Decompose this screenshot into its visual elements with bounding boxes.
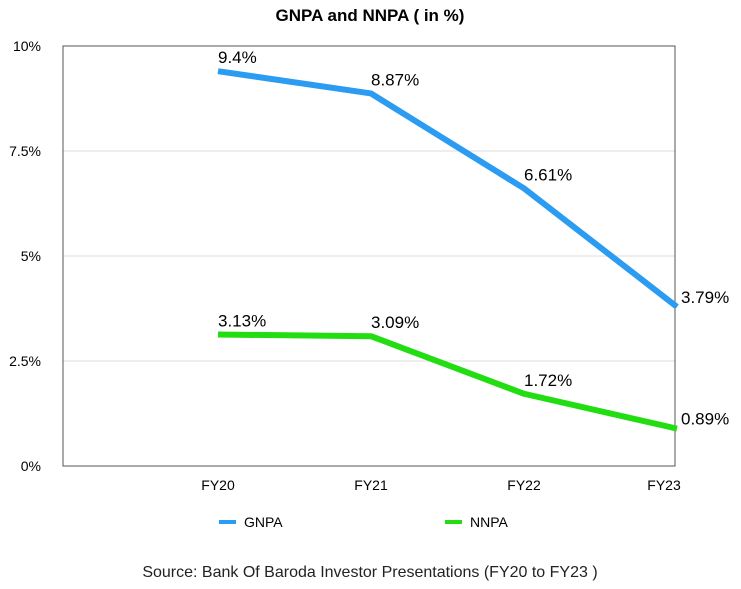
x-tick-label: FY20: [201, 477, 235, 493]
y-axis-ticks: 0% 2.5% 5% 7.5% 10%: [9, 38, 41, 474]
x-tick-label: FY21: [354, 477, 388, 493]
x-tick-label: FY22: [507, 477, 541, 493]
data-label-gnpa: 8.87%: [371, 70, 419, 89]
data-label-nnpa: 1.72%: [524, 371, 572, 390]
y-tick-label: 0%: [21, 458, 41, 474]
y-tick-label: 5%: [21, 248, 41, 264]
source-note: Source: Bank Of Baroda Investor Presenta…: [142, 564, 597, 581]
data-label-nnpa: 3.09%: [371, 313, 419, 332]
data-label-gnpa: 9.4%: [218, 48, 257, 67]
legend-label-nnpa: NNPA: [470, 514, 509, 530]
plot-area-frame: [62, 45, 676, 467]
x-tick-label: FY23: [647, 477, 681, 493]
data-label-nnpa: 0.89%: [681, 410, 729, 429]
grid-lines: [63, 150, 675, 362]
y-tick-label: 10%: [13, 38, 41, 54]
chart-title: GNPA and NNPA ( in %): [276, 6, 465, 25]
legend: GNPA NNPA: [219, 514, 509, 530]
series-line-gnpa: [217, 68, 679, 310]
y-tick-label: 2.5%: [9, 353, 41, 369]
data-label-gnpa: 3.79%: [681, 288, 729, 307]
series-line-nnpa: [217, 331, 678, 432]
data-labels: 9.4% 8.87% 6.61% 3.79% 3.13% 3.09% 1.72% 0.89%: [218, 48, 729, 428]
y-tick-label: 7.5%: [9, 143, 41, 159]
data-label-gnpa: 6.61%: [524, 165, 572, 184]
legend-label-gnpa: GNPA: [244, 514, 283, 530]
data-label-nnpa: 3.13%: [218, 312, 266, 331]
x-axis-ticks: FY20 FY21 FY22 FY23: [201, 477, 681, 493]
series-lines: [217, 68, 679, 432]
